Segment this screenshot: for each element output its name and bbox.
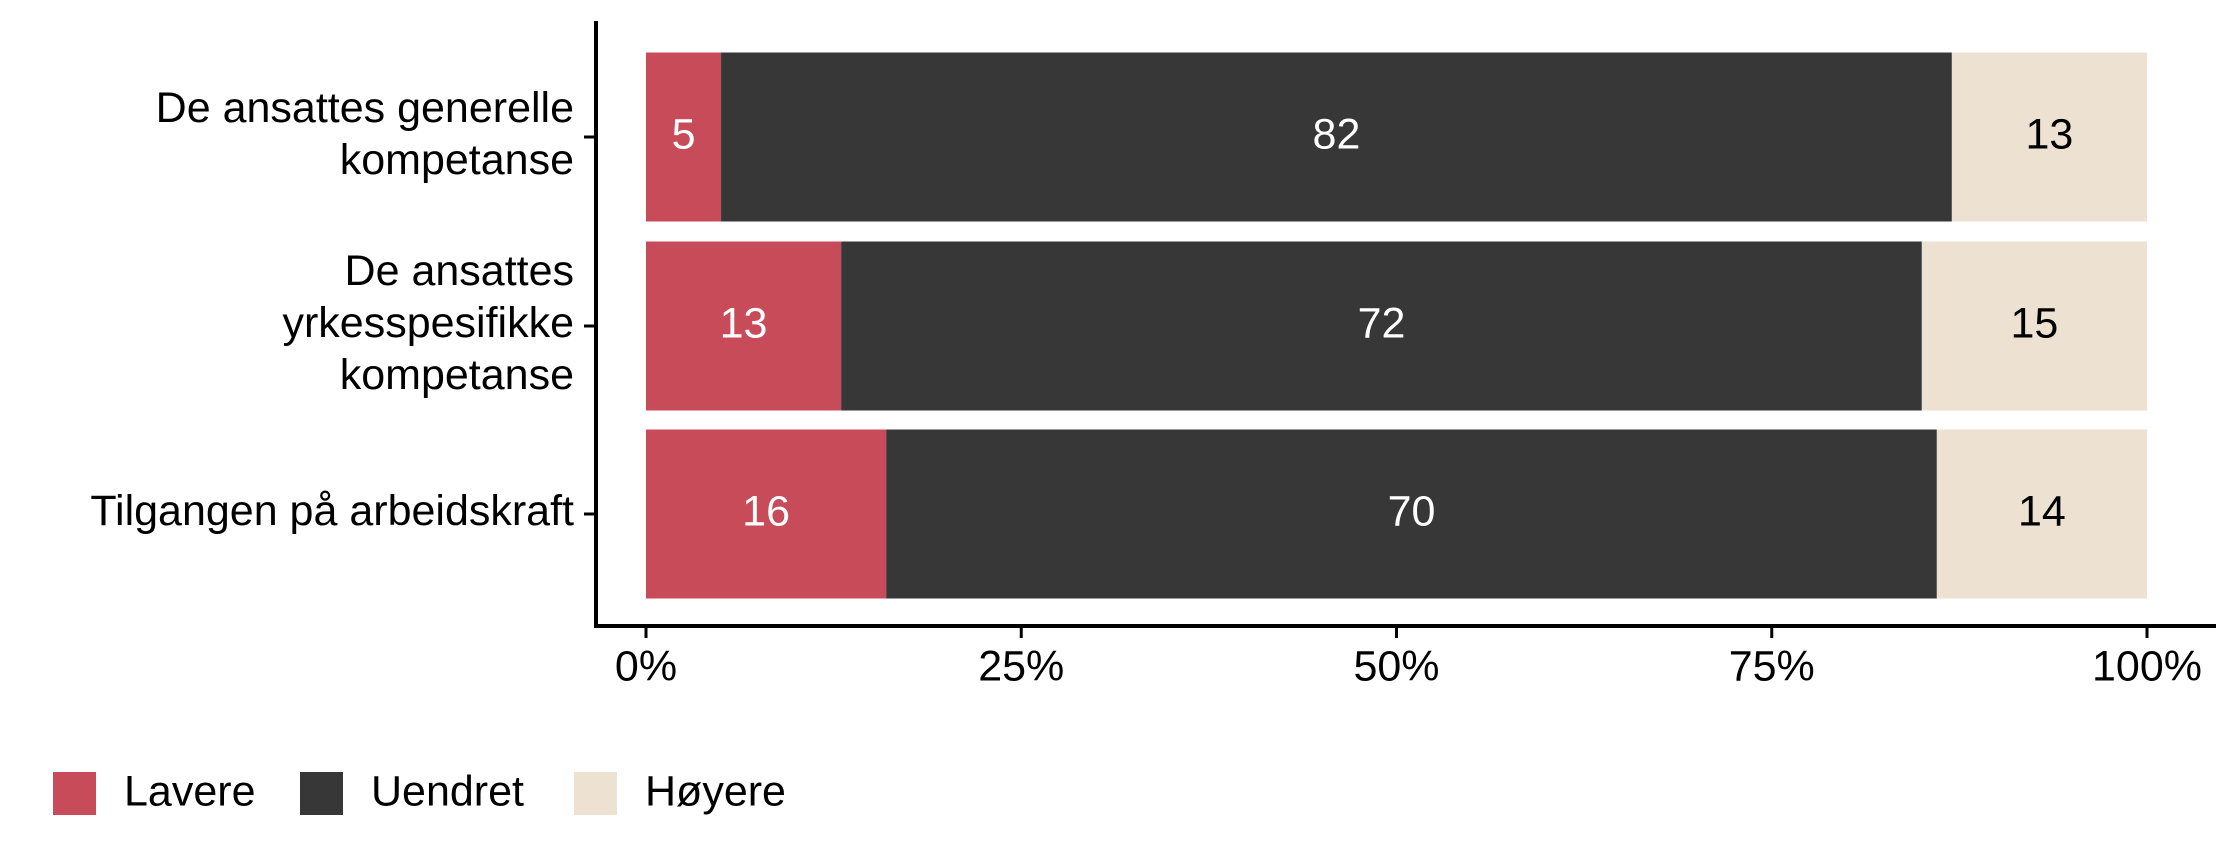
bar-segment [1921,241,2147,411]
x-tick-label: 100% [2092,642,2202,690]
x-tick-label: 25% [978,642,1064,690]
bar-segment [646,52,722,222]
y-tick-label: De ansattes yrkesspesifikke kompetanse [282,247,574,399]
legend-swatch [300,772,343,815]
legend-swatch [53,772,96,815]
bar-segment [886,429,1937,599]
data-label: 13 [720,299,768,347]
legend-swatch [574,772,617,815]
data-label: 15 [2011,299,2059,347]
data-label: 16 [742,487,790,535]
bar-segment [721,52,1952,222]
data-label: 72 [1358,299,1406,347]
y-tick-label: De ansattes generelle kompetanse [156,84,574,184]
y-tick-label: Tilgangen på arbeidskraft [90,487,574,535]
bar-segment [646,241,842,411]
bar-segment [841,241,1922,411]
legend-label: Høyere [645,767,786,815]
data-label: 5 [672,110,696,158]
data-label: 13 [2026,110,2074,158]
x-tick-label: 0% [615,642,677,690]
bar-segment [1951,52,2147,222]
bar-segment [1936,429,2147,599]
x-tick-label: 75% [1729,642,1815,690]
x-tick-label: 50% [1353,642,1439,690]
data-label: 14 [2018,487,2066,535]
legend-label: Uendret [371,767,524,815]
data-label: 82 [1313,110,1361,158]
bar-segment [646,429,887,599]
legend-label: Lavere [124,767,255,815]
data-label: 70 [1388,487,1436,535]
